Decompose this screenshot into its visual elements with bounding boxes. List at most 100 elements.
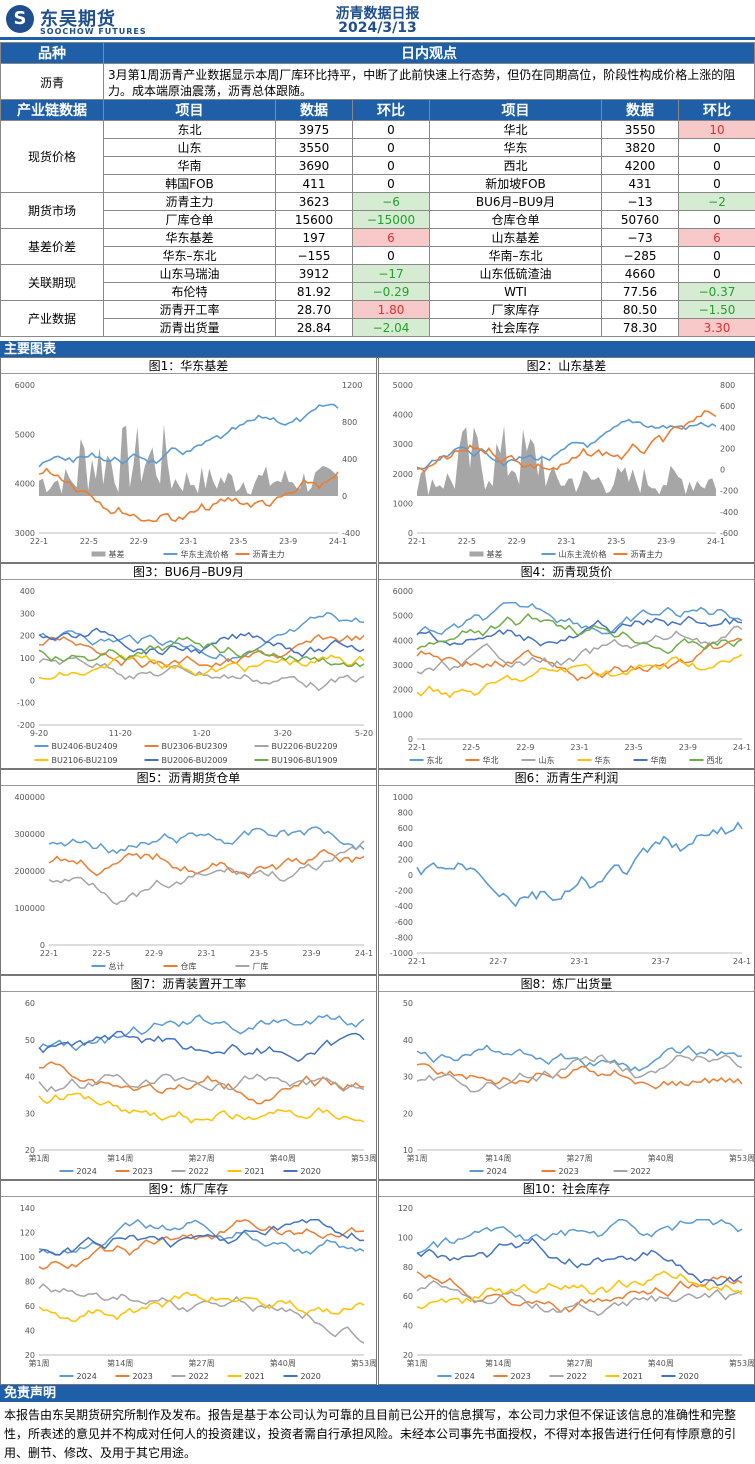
x-tick-label: 24-1 [355,949,373,958]
series-line [416,1237,743,1287]
legend-label: 仓库 [181,961,197,971]
basis-area [417,426,716,496]
legend-label: 2024 [455,1372,475,1381]
y-tick-label: 1000 [393,793,413,802]
series-line [416,821,743,908]
y-tick-label: 30 [25,1109,35,1118]
y-tick-label: 0 [408,529,413,538]
y-tick-label: 400 [398,840,413,849]
item-name: 社会库存 [429,318,602,337]
group-label: 期货市场 [0,192,104,229]
y-tick-label: 100 [398,1233,413,1242]
y-tick-label: 80 [25,1278,35,1287]
table-header: 环比 [352,99,430,121]
legend-label: BU2006-BU2009 [162,756,228,765]
y2-tick-label: 600 [720,402,735,411]
table-row: 华南 3690 0 西北 4200 0 [1,156,755,175]
chart-title-text: 图7：沥青装置开工率 [130,977,247,991]
chart-title-text: 图6：沥青生产利润 [514,771,619,785]
x-tick-label: 第1周 [28,1358,49,1368]
x-tick-label: 24-1 [733,957,751,966]
y-tick-label: 20 [25,1351,35,1360]
x-tick-label: 22-5 [462,743,480,752]
legend-label: 2023 [133,1167,153,1176]
table-row: 华东–东北 −155 0 华南–东北 −285 0 [1,246,755,265]
group-label: 关联期现 [0,264,104,301]
table-header: 数据 [601,99,679,121]
y-tick-label: -200 [395,887,413,896]
item-name: 山东低硫渣油 [429,264,602,283]
y-tick-label: 40 [403,1036,413,1045]
item-change: 6 [678,228,755,247]
item-change: 0 [678,246,755,265]
y-tick-label: 200000 [14,867,45,876]
table-header: 数据 [275,99,353,121]
y-tick-label: 200 [20,632,35,641]
x-tick-label: 23-9 [679,743,697,752]
series-line [38,1092,365,1124]
item-name: 华东 [429,138,602,157]
chart-plot: 5000400030002000100008006004002000-200-4… [393,381,739,559]
y-tick-label: 20 [403,1351,413,1360]
series-line [38,1219,365,1270]
table-row: 厂库仓单 15600 −15000 仓库仓单 50760 0 [1,210,755,229]
item-change: 0 [352,120,430,139]
chart-plot: 400000 300000 200000 100000 022-1 22-5 22-9 23-… [14,793,373,971]
item-value: 4660 [601,264,679,283]
chart-title-text: 图2：山东基差 [526,359,607,373]
chart-title: 图4：沥青现货价 [379,564,754,580]
item-value: 3820 [601,138,679,157]
item-change: 0 [678,156,755,175]
item-value: 77.56 [601,282,679,301]
item-value: 28.84 [275,318,353,337]
x-tick-label: 22-9 [516,743,534,752]
chart-panel: 图7：沥青装置开工率 60 50 40 30 20 第1周 第14周 第27周 第40周 第53周 2… [0,975,377,1180]
table-header: 产业链数据 [0,99,104,121]
chart-title-text: 图1：华东基差 [148,359,229,373]
chart-panel: 图1：华东基差 6000 5000 4000 3000 1200 800 400 0 -400 22… [0,357,377,563]
x-tick-label: 第40周 [270,1153,296,1163]
disclaimer-text: 本报告由东吴期货研究所制作及发布。报告是基于本公司认为可靠的且目前已公开的信息撰… [4,1408,737,1460]
table-row: 关联期现 山东马瑞油 3912 −17 山东低硫渣油 4660 0 [0,264,755,301]
legend-label: BU2206-BU2209 [272,742,338,751]
industry-data-table: 产业链数据 项目 数据 环比 项目 数据 环比 现货价格 东北 3975 0 华北 3550 10 山东 35… [0,99,755,337]
logo-cn: 东吴期货 [40,9,116,30]
item-name: 东北 [103,120,276,139]
series-line [38,403,339,468]
chart-title: 图6：沥青生产利润 [379,770,754,786]
chart-panel: 图4：沥青现货价 6000 5000 4000 3000 2000 1000 0 22-1 22-… [378,563,755,769]
y-tick-label: 0 [408,735,413,744]
item-value: 3975 [275,120,353,139]
y-tick-label: 60 [25,1302,35,1311]
x-tick-label: 23-5 [625,743,643,752]
disclaimer-title: 免责声明 [0,1385,755,1402]
chart-title-text: 图5：沥青期货仓单 [136,771,241,785]
table-row: 沥青出货量 28.84 −2.04 社会库存 78.30 3.30 [1,318,755,337]
x-tick-label: 24-1 [707,537,725,546]
y2-tick-label: 1200 [342,381,362,390]
item-change: 0 [352,174,430,193]
item-value: 15600 [275,210,353,229]
chart-panel: 图8：炼厂出货量 50 40 30 20 10 第1周 第14周 第27周 第40周 第53周 202… [378,975,755,1180]
x-tick-label: 第40周 [648,1358,674,1368]
report-date: 2024/3/13 [338,20,417,36]
y-tick-label: 0 [40,941,45,950]
y-tick-label: 6000 [393,587,413,596]
x-tick-label: 9-20 [30,729,48,738]
x-tick-label: 第27周 [188,1153,214,1163]
group-label: 现货价格 [0,120,104,193]
item-change: 0 [352,156,430,175]
y-tick-label: 2000 [393,470,413,479]
y-tick-label: -200 [17,721,35,730]
item-value: 3690 [275,156,353,175]
y-tick-label: 600 [398,824,413,833]
item-value: −155 [275,246,353,265]
chart-title: 图3：BU6月–BU9月 [1,564,376,580]
series-line [48,840,365,906]
y-tick-label: 5000 [393,381,413,390]
item-value: −285 [601,246,679,265]
